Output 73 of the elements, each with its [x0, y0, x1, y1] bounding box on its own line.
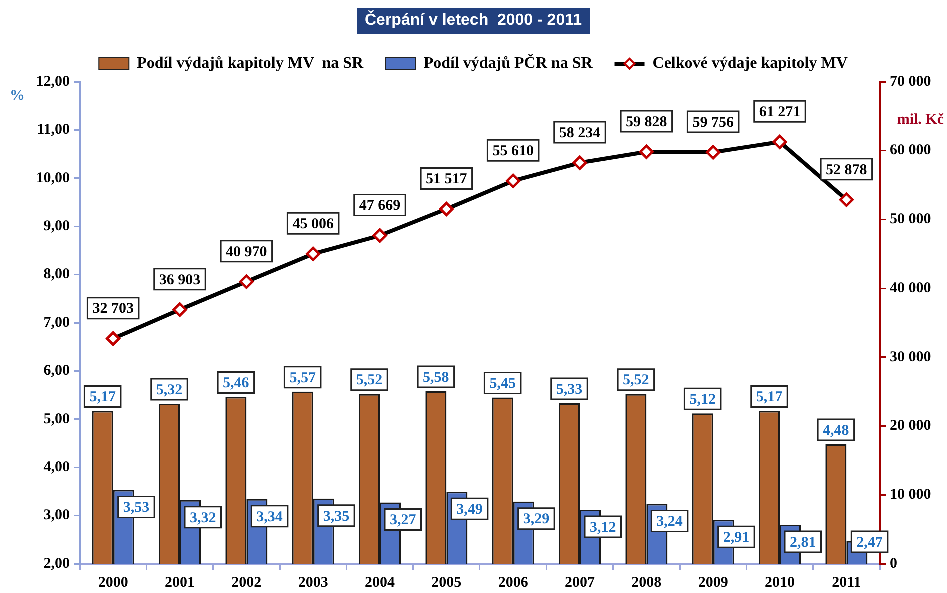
- data-label: 5,58: [423, 370, 450, 386]
- data-label: 45 006: [292, 216, 334, 232]
- legend-label: Podíl výdajů PČR na SR: [424, 54, 594, 72]
- data-label: 3,29: [523, 512, 550, 528]
- x-tick-label: 2006: [498, 574, 529, 591]
- data-label: 47 669: [359, 198, 401, 214]
- y2-tick-label: 70 000: [890, 74, 932, 90]
- y-tick-label: 4,00: [44, 459, 70, 476]
- data-label: 55 610: [492, 143, 534, 160]
- y-tick-label: 12,00: [36, 74, 70, 90]
- data-label: 36 903: [159, 272, 201, 288]
- data-label: 5,52: [356, 372, 383, 389]
- data-label: 5,45: [490, 376, 516, 392]
- y2-tick-label: 0: [890, 556, 898, 572]
- data-label: 32 703: [92, 301, 134, 318]
- y-tick-label: 8,00: [44, 266, 70, 283]
- data-label: 5,12: [690, 392, 716, 408]
- x-tick-label: 2003: [298, 574, 328, 591]
- y2-tick-label: 60 000: [890, 142, 932, 159]
- y2-tick-label: 30 000: [890, 349, 932, 366]
- x-tick-label: 2009: [698, 574, 728, 591]
- y-tick-label: 6,00: [44, 363, 70, 380]
- data-label: 3,53: [123, 500, 150, 516]
- y-tick-label: 10,00: [36, 170, 70, 186]
- data-label: 5,52: [623, 372, 650, 389]
- data-label: 2,47: [856, 534, 884, 551]
- data-label: 5,17: [90, 390, 116, 406]
- data-label: 40 970: [226, 244, 268, 260]
- y2-axis-title: mil. Kč: [897, 112, 944, 128]
- data-label: 5,17: [756, 390, 784, 406]
- data-label: 58 234: [559, 125, 602, 142]
- x-tick-label: 2010: [765, 574, 795, 591]
- legend-label: Celkové výdaje kapitoly MV: [652, 55, 848, 72]
- data-label: 52 878: [826, 162, 868, 178]
- data-label: 51 517: [426, 172, 468, 188]
- data-label: 3,12: [590, 520, 616, 536]
- x-tick-label: 2007: [565, 574, 596, 591]
- data-label: 5,33: [556, 382, 583, 398]
- y-axis-title: %: [10, 88, 25, 104]
- data-label: 3,27: [390, 512, 417, 529]
- data-label: 2,91: [723, 530, 750, 546]
- y2-tick-label: 20 000: [890, 418, 932, 434]
- data-label: 3,49: [456, 502, 483, 518]
- x-tick-label: 2001: [165, 574, 195, 591]
- y-tick-label: 5,00: [44, 411, 70, 428]
- data-label: 3,24: [656, 514, 684, 530]
- data-label: 59 756: [692, 114, 734, 131]
- legend-label: Podíl výdajů kapitoly MV na SR: [137, 55, 364, 72]
- x-tick-label: 2000: [98, 574, 128, 591]
- y-tick-label: 7,00: [44, 314, 70, 331]
- x-tick-label: 2002: [232, 574, 262, 591]
- y2-tick-label: 10 000: [890, 487, 932, 504]
- y-tick-label: 3,00: [44, 508, 70, 524]
- x-tick-label: 2005: [432, 574, 462, 591]
- data-label: 3,34: [256, 509, 284, 526]
- data-label: 4,48: [823, 422, 850, 439]
- data-label: 59 828: [626, 114, 668, 130]
- data-label: 5,32: [156, 382, 183, 398]
- y-tick-label: 11,00: [37, 122, 70, 138]
- chart-title: Čerpání v letech 2000 - 2011: [356, 8, 590, 34]
- x-tick-label: 2004: [365, 574, 396, 591]
- x-tick-label: 2011: [832, 574, 862, 591]
- y-tick-label: 9,00: [44, 218, 70, 234]
- y2-tick-label: 50 000: [890, 212, 932, 228]
- y2-tick-label: 40 000: [890, 280, 932, 296]
- x-tick-label: 2008: [632, 574, 662, 591]
- data-label: 5,57: [290, 370, 316, 386]
- data-label: 2,81: [790, 534, 816, 551]
- data-label: 5,46: [223, 376, 250, 392]
- data-label: 3,35: [323, 508, 350, 525]
- data-label: 61 271: [759, 104, 801, 120]
- y-tick-label: 2,00: [44, 556, 70, 572]
- data-label: 3,32: [190, 510, 216, 526]
